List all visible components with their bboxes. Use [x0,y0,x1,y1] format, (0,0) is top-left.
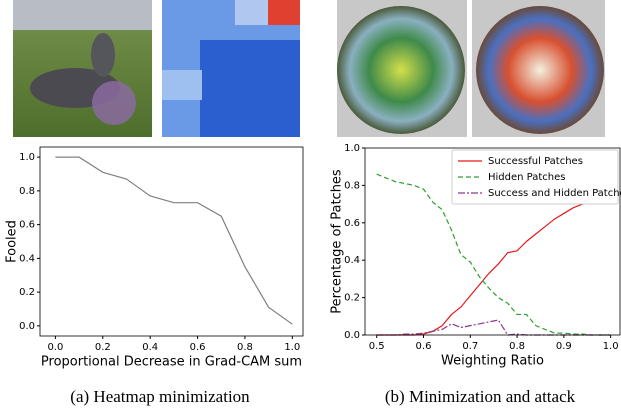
patch [476,6,604,134]
legend-label: Successful Patches [488,156,583,167]
photo [13,0,152,137]
y-tick-label: 0.4 [344,255,360,266]
x-tick-label: 0.9 [556,341,572,352]
x-tick-label: 1.0 [284,342,300,353]
axes-frame [39,146,304,337]
x-tick-label: 0.4 [142,342,158,353]
x-tick-label: 0.8 [509,341,525,352]
legend-label: Hidden Patches [488,172,566,183]
x-tick-label: 0.7 [462,341,478,352]
y-tick-label: 0.0 [344,330,360,341]
caption: (b) Minimization and attack [385,387,576,406]
y-axis-label: Fooled [5,220,20,263]
y-axis-label: Percentage of Patches [330,169,345,314]
caption: (a) Heatmap minimization [70,387,250,406]
y-tick-label: 0.8 [344,180,360,191]
patch [337,6,465,134]
heatmap [162,0,300,137]
y-tick-label: 0.4 [19,253,35,264]
series-line [376,197,611,336]
x-axis-label: Proportional Decrease in Grad-CAM sum [41,355,302,370]
x-axis-label: Weighting Ratio [441,354,544,369]
y-tick-label: 0.6 [19,220,35,231]
y-tick-label: 1.0 [344,143,360,154]
legend-label: Success and Hidden Patches [488,188,621,199]
series-line [376,319,611,336]
y-tick-label: 1.0 [19,152,35,163]
x-tick-label: 0.2 [95,342,111,353]
x-tick-label: 0.6 [190,342,206,353]
y-tick-label: 0.6 [344,218,360,229]
y-tick-label: 0.0 [19,321,35,332]
series-line [55,156,293,325]
x-tick-label: 0.0 [47,342,63,353]
x-tick-label: 0.5 [369,341,385,352]
y-tick-label: 0.8 [19,186,35,197]
y-tick-label: 0.2 [344,293,360,304]
x-tick-label: 0.8 [237,342,253,353]
axes-frame [364,147,621,336]
legend-box [451,149,619,205]
y-tick-label: 0.2 [19,287,35,298]
x-tick-label: 1.0 [603,341,619,352]
series-line [376,173,611,336]
x-tick-label: 0.6 [416,341,432,352]
